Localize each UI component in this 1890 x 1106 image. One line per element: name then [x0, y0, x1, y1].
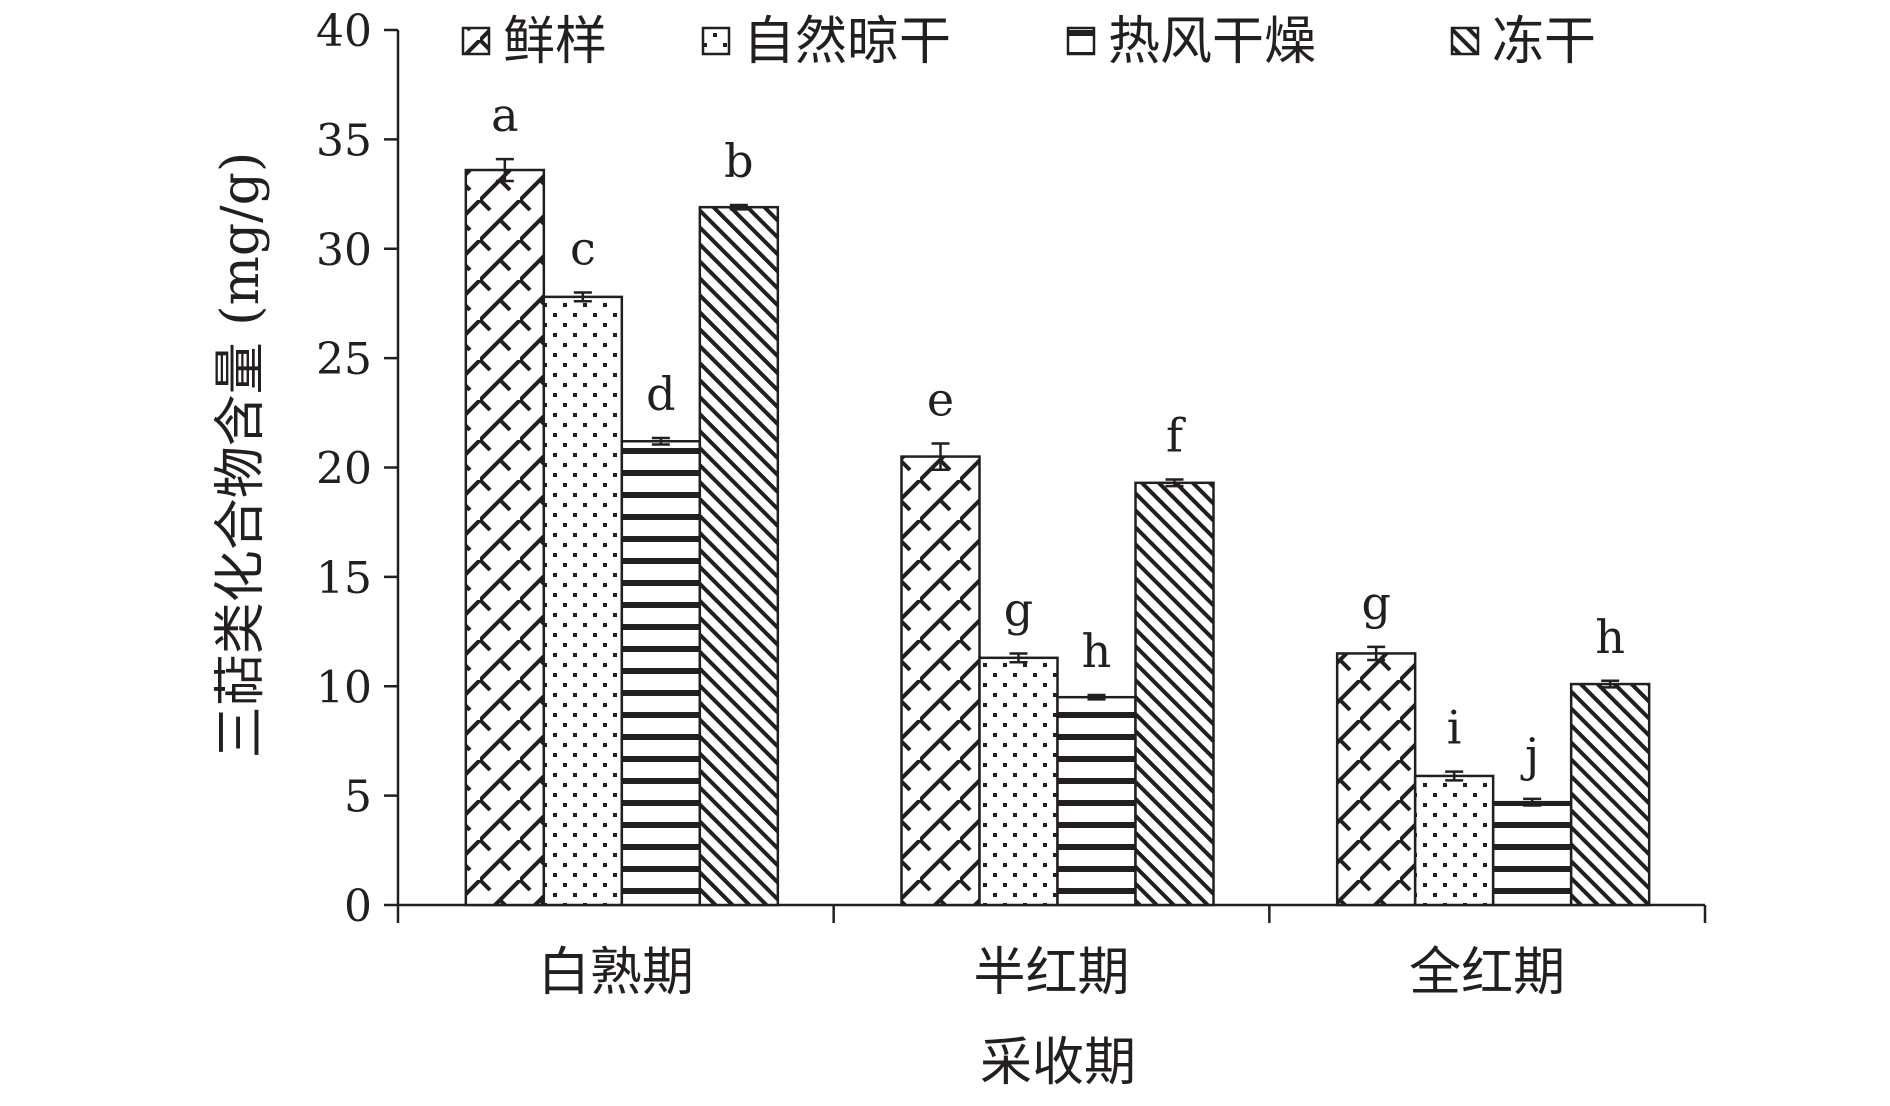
significance-label: h — [1595, 610, 1625, 664]
y-tick-label: 15 — [316, 553, 372, 604]
bar-冻干-白熟期 — [698, 205, 780, 907]
x-category-label: 半红期 — [973, 943, 1129, 1003]
legend-label: 冻干 — [1492, 12, 1596, 72]
y-axis-title: 三萜类化合物含量 (mg/g) — [211, 152, 271, 759]
x-category-label: 白熟期 — [538, 943, 694, 1003]
bar-鲜样-全红期 — [1335, 652, 1417, 907]
bar-冻干-半红期 — [1134, 481, 1215, 907]
y-tick-label: 35 — [316, 115, 372, 166]
error-bar — [1009, 652, 1028, 664]
y-tick-label: 40 — [316, 6, 372, 57]
y-tick-label: 5 — [344, 772, 372, 823]
legend-swatch — [1066, 26, 1096, 56]
significance-label: b — [724, 134, 753, 188]
axes: 0 5 10 15 20 25 30 35 40 白熟期 半红期 全红期 — [316, 6, 1707, 1003]
legend-swatch — [461, 26, 491, 56]
error-bar — [1165, 478, 1184, 488]
y-tick-label: 20 — [316, 444, 372, 495]
error-bar — [651, 436, 670, 446]
x-category-label: 全红期 — [1409, 943, 1565, 1003]
legend-label: 自然晾干 — [743, 12, 951, 72]
bar-鲜样-白熟期 — [464, 168, 546, 907]
significance-label: h — [1082, 624, 1112, 678]
bar-热风干燥-半红期 — [1056, 695, 1137, 907]
legend-label: 鲜样 — [503, 12, 607, 72]
significance-label: d — [646, 367, 675, 421]
legend-label: 热风干燥 — [1108, 12, 1316, 72]
significance-label: a — [491, 88, 518, 142]
legend-swatch — [701, 26, 731, 56]
significance-label: i — [1447, 701, 1462, 755]
significance-label: g — [1004, 582, 1033, 636]
legend: 鲜样 自然晾干 热风干燥 冻干 — [461, 12, 1596, 72]
bar-热风干燥-白熟期 — [620, 440, 702, 907]
error-bar — [1523, 797, 1542, 807]
significance-label: j — [1520, 728, 1539, 782]
legend-item: 自然晾干 — [701, 12, 951, 72]
bar-自然晾干-白熟期 — [542, 295, 624, 907]
legend-item: 鲜样 — [461, 12, 607, 72]
bar-自然晾干-半红期 — [978, 656, 1059, 907]
error-bar — [495, 157, 514, 183]
legend-item: 冻干 — [1450, 12, 1596, 72]
bar-自然晾干-全红期 — [1413, 774, 1495, 907]
significance-label: f — [1166, 409, 1186, 463]
bar-鲜样-半红期 — [900, 455, 981, 907]
significance-label: g — [1361, 576, 1390, 630]
error-bar — [1087, 693, 1106, 701]
error-bar — [1367, 645, 1386, 662]
y-tick-label: 30 — [316, 225, 372, 276]
x-axis-title: 采收期 — [980, 1033, 1136, 1093]
y-tick-label: 0 — [344, 881, 372, 932]
error-bar — [1601, 679, 1620, 689]
error-bar — [573, 291, 592, 303]
significance-label: c — [570, 222, 596, 276]
significance-label: e — [927, 372, 954, 426]
legend-item: 热风干燥 — [1066, 12, 1316, 72]
bar-冻干-全红期 — [1569, 682, 1651, 907]
error-bar — [729, 203, 748, 211]
bar-热风干燥-全红期 — [1491, 800, 1573, 907]
y-tick-label: 10 — [316, 662, 372, 713]
y-tick-label: 25 — [316, 334, 372, 385]
error-bar — [1445, 770, 1464, 782]
error-bar — [931, 442, 950, 471]
legend-swatch — [1450, 26, 1480, 56]
